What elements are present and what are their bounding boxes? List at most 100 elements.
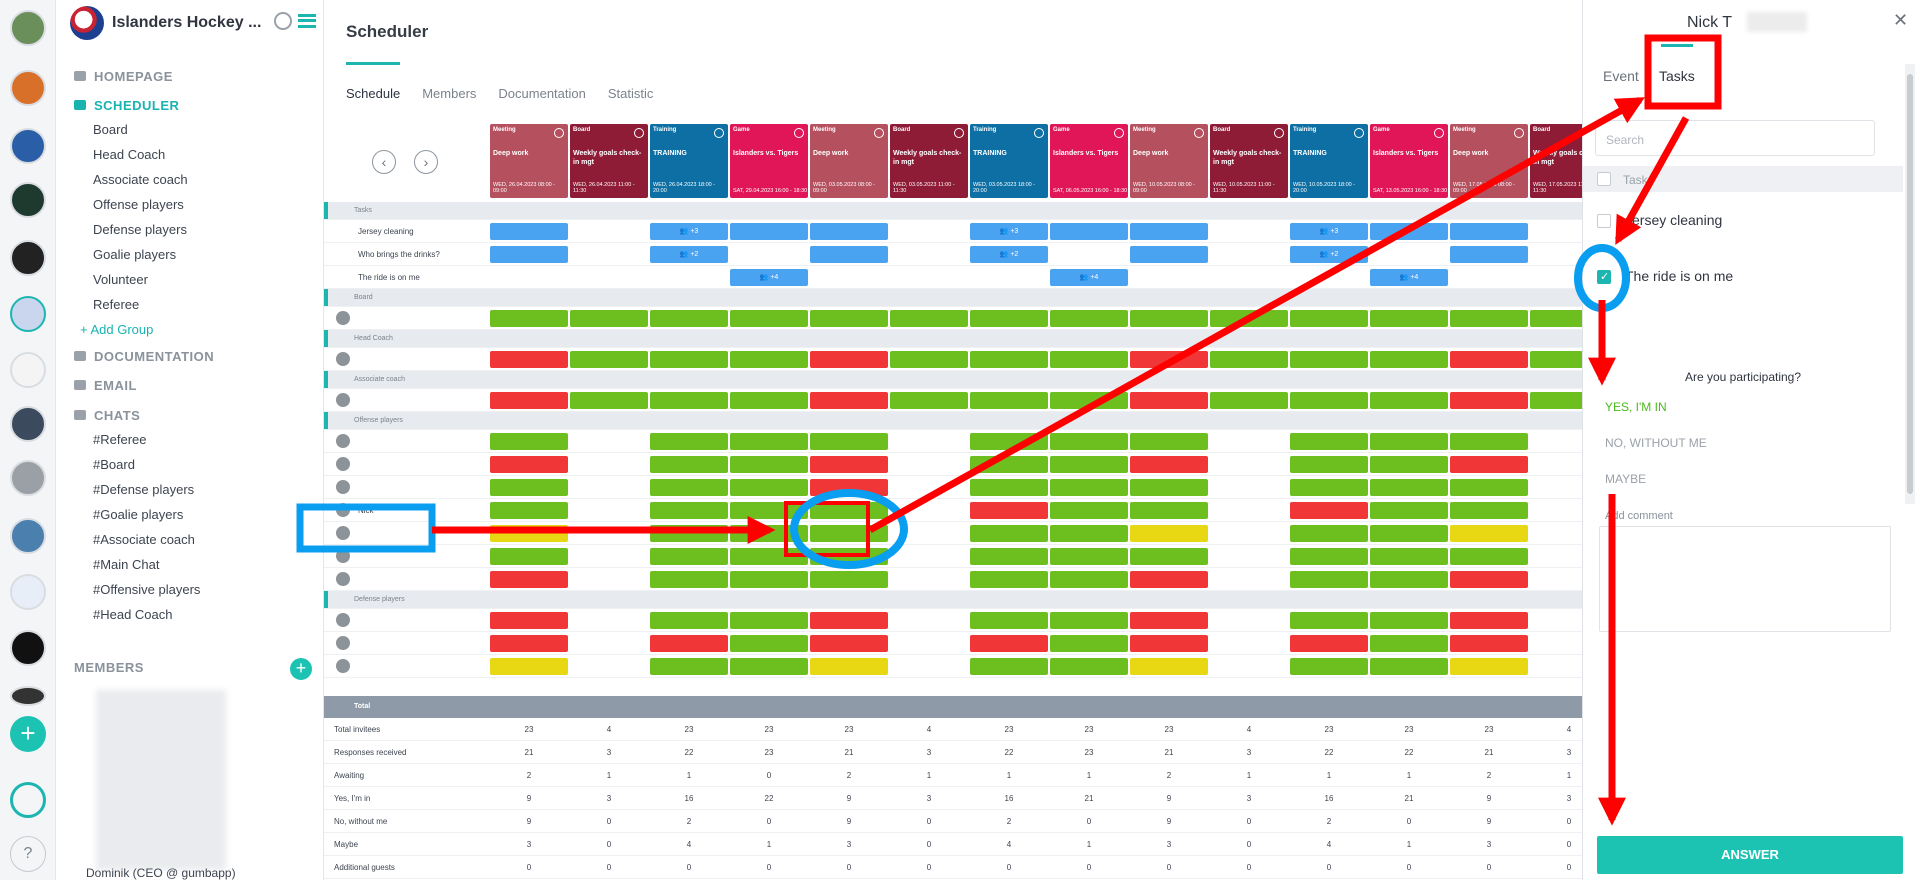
scheduler-item[interactable]: Goalie players	[93, 247, 177, 262]
response-cell[interactable]	[810, 571, 888, 588]
response-cell[interactable]	[1370, 658, 1448, 675]
response-cell[interactable]	[1130, 502, 1208, 519]
response-cell[interactable]	[1290, 548, 1368, 565]
response-cell[interactable]	[810, 246, 888, 263]
response-cell[interactable]	[490, 433, 568, 450]
scheduler-item[interactable]: Board	[93, 122, 128, 137]
response-cell[interactable]	[730, 502, 808, 519]
prev-week-button[interactable]: ‹	[372, 150, 396, 174]
response-cell[interactable]: 👥 +3	[1290, 223, 1368, 240]
response-cell[interactable]	[1290, 612, 1368, 629]
response-cell[interactable]	[730, 351, 808, 368]
response-cell[interactable]	[1450, 246, 1528, 263]
response-cell[interactable]	[730, 456, 808, 473]
response-cell[interactable]	[810, 525, 888, 542]
event-card[interactable]: Training TRAINING WED, 26.04.2023 18:00 - …	[650, 124, 728, 198]
response-cell[interactable]	[970, 502, 1048, 519]
group-header[interactable]: Defense players	[324, 591, 1582, 609]
response-cell[interactable]	[1450, 635, 1528, 652]
response-cell[interactable]	[1370, 351, 1448, 368]
response-cell[interactable]: 👥 +4	[730, 269, 808, 286]
select-all-checkbox[interactable]	[1597, 172, 1611, 186]
workspace-avatar[interactable]	[10, 686, 46, 706]
response-cell[interactable]	[490, 635, 568, 652]
minus-icon[interactable]	[714, 128, 724, 138]
group-header[interactable]: Offense players	[324, 412, 1582, 430]
response-cell[interactable]	[650, 479, 728, 496]
workspace-avatar[interactable]	[10, 630, 46, 666]
event-card[interactable]: Meeting Deep work WED, 10.05.2023 08:00 - …	[1130, 124, 1208, 198]
response-cell[interactable]	[1370, 392, 1448, 409]
response-cell[interactable]: 👥 +4	[1050, 269, 1128, 286]
response-cell[interactable]	[1290, 351, 1368, 368]
task-ride-is-on-me[interactable]: The ride is on me	[1625, 268, 1734, 284]
tab-tasks[interactable]: Tasks	[1659, 68, 1695, 84]
response-cell[interactable]	[650, 571, 728, 588]
response-cell[interactable]	[730, 223, 808, 240]
response-cell[interactable]	[730, 392, 808, 409]
response-cell[interactable]	[1290, 479, 1368, 496]
response-cell[interactable]	[1130, 571, 1208, 588]
minus-icon[interactable]	[554, 128, 564, 138]
status-icon[interactable]	[10, 782, 46, 818]
minus-icon[interactable]	[1434, 128, 1444, 138]
workspace-avatar[interactable]	[10, 574, 46, 610]
response-cell[interactable]	[1130, 351, 1208, 368]
response-cell[interactable]	[1370, 525, 1448, 542]
answer-button[interactable]: ANSWER	[1597, 836, 1903, 874]
response-cell[interactable]	[1370, 612, 1448, 629]
response-cell[interactable]	[1450, 456, 1528, 473]
response-cell[interactable]	[1370, 502, 1448, 519]
group-header[interactable]: Tasks	[324, 202, 1582, 220]
response-cell[interactable]	[1450, 433, 1528, 450]
response-cell[interactable]	[1050, 525, 1128, 542]
minus-icon[interactable]	[1034, 128, 1044, 138]
response-cell[interactable]	[730, 433, 808, 450]
tab-statistic[interactable]: Statistic	[607, 86, 654, 101]
response-cell[interactable]	[1050, 479, 1128, 496]
response-cell[interactable]	[1210, 310, 1288, 327]
group-header[interactable]: Head Coach	[324, 330, 1582, 348]
scheduler-item[interactable]: Referee	[93, 297, 140, 312]
response-cell[interactable]	[650, 502, 728, 519]
response-cell[interactable]	[1050, 502, 1128, 519]
response-cell[interactable]	[1290, 310, 1368, 327]
workspace-avatar[interactable]	[10, 128, 46, 164]
response-cell[interactable]: 👥 +4	[1370, 269, 1448, 286]
response-cell[interactable]	[490, 571, 568, 588]
response-cell[interactable]	[1290, 433, 1368, 450]
scheduler-item[interactable]: Head Coach	[93, 147, 166, 162]
response-cell[interactable]	[1050, 223, 1128, 240]
minus-icon[interactable]	[874, 128, 884, 138]
response-cell[interactable]	[1370, 479, 1448, 496]
response-cell[interactable]	[1050, 456, 1128, 473]
response-cell[interactable]	[650, 525, 728, 542]
task-checkbox-jersey[interactable]	[1597, 214, 1611, 228]
response-cell[interactable]	[810, 310, 888, 327]
response-cell[interactable]	[1210, 351, 1288, 368]
minus-icon[interactable]	[634, 128, 644, 138]
workspace-avatar[interactable]	[10, 70, 46, 106]
response-cell[interactable]	[570, 392, 648, 409]
response-cell[interactable]	[810, 456, 888, 473]
event-card[interactable]: Game Islanders vs. Tigers SAT, 29.04.2023 …	[730, 124, 808, 198]
next-week-button[interactable]: ›	[414, 150, 438, 174]
response-cell[interactable]	[730, 571, 808, 588]
response-cell[interactable]	[1290, 635, 1368, 652]
response-cell[interactable]: 👥 +3	[650, 223, 728, 240]
response-cell[interactable]	[1050, 310, 1128, 327]
response-cell[interactable]	[1210, 392, 1288, 409]
response-cell[interactable]	[1130, 246, 1208, 263]
members-section[interactable]: MEMBERS	[74, 660, 144, 675]
response-cell[interactable]	[730, 635, 808, 652]
response-cell[interactable]	[1130, 479, 1208, 496]
response-cell[interactable]	[810, 548, 888, 565]
team-name[interactable]: Islanders Hockey ...	[112, 14, 262, 31]
tab-event[interactable]: Event	[1603, 68, 1639, 84]
response-cell[interactable]	[1130, 635, 1208, 652]
minus-icon[interactable]	[794, 128, 804, 138]
workspace-avatar[interactable]	[10, 518, 46, 554]
response-cell[interactable]	[650, 548, 728, 565]
response-cell[interactable]	[1050, 612, 1128, 629]
response-cell[interactable]	[1290, 658, 1368, 675]
